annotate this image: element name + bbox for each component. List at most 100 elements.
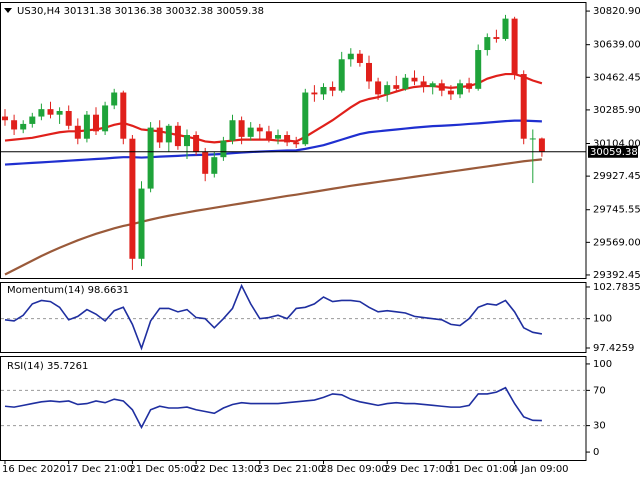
candle-body (511, 18, 518, 75)
candle-body (302, 92, 309, 145)
candle-body (65, 110, 72, 126)
y-tick-label: 100 (593, 359, 612, 370)
candle-body (347, 53, 354, 60)
candle-body (156, 127, 163, 143)
candle-body (256, 127, 263, 132)
candle-body (238, 120, 245, 137)
candle-body (438, 83, 445, 91)
candle-body (284, 135, 291, 143)
candle-body (293, 142, 300, 145)
x-tick-label: 21 Dec 05:00 (129, 464, 196, 475)
candle-body (375, 81, 382, 95)
menu-arrow (4, 8, 12, 13)
candle-body (520, 74, 527, 139)
candle-body (356, 53, 363, 63)
candle-body (220, 140, 227, 158)
candle-body (466, 83, 473, 89)
candle-body (83, 114, 90, 139)
candle-body (229, 120, 236, 141)
chart-header: US30,H4 30131.38 30136.38 30032.38 30059… (17, 6, 264, 17)
candle-body (338, 59, 345, 91)
candle-body (393, 85, 400, 89)
current-price-box (588, 145, 638, 158)
candle-body (147, 127, 154, 189)
candle-body (29, 116, 36, 124)
candle-body (493, 37, 500, 39)
candle-body (120, 92, 127, 139)
candle-body (247, 127, 254, 137)
y-tick-label: 30104.00 (593, 139, 640, 150)
candle-body (102, 105, 109, 132)
rsi-title: RSI(14) 35.7261 (7, 361, 88, 372)
candle-body (429, 83, 436, 87)
y-tick-label: 29745.55 (593, 205, 640, 216)
candle-body (320, 86, 327, 95)
y-tick-label: 30820.90 (593, 6, 640, 17)
y-tick-label: 30285.90 (593, 105, 640, 116)
candle-body (47, 109, 54, 115)
x-tick-label: 23 Dec 21:00 (257, 464, 324, 475)
y-tick-label: 70 (593, 385, 606, 396)
candle-body (457, 83, 463, 95)
y-tick-label: 0 (593, 447, 599, 458)
candle-body (2, 116, 8, 121)
y-tick-label: 100 (593, 314, 612, 325)
x-tick-label: 16 Dec 2020 (2, 464, 66, 475)
y-tick-label: 29569.00 (593, 237, 640, 248)
candle-body (74, 125, 81, 139)
candle-body (20, 123, 27, 130)
y-tick-label: 30639.00 (593, 40, 640, 51)
candle-body (38, 109, 45, 117)
candle-body (184, 135, 190, 147)
x-tick-label: 22 Dec 13:00 (193, 464, 260, 475)
candle-body (402, 77, 409, 89)
indicator-line (4, 283, 543, 351)
momentum-title: Momentum(14) 98.6631 (7, 285, 129, 296)
candle-body (129, 138, 136, 259)
candle-body (447, 90, 454, 95)
candle-body (329, 86, 336, 91)
candle-body (275, 135, 281, 139)
candle-body (93, 114, 99, 132)
y-tick-label: 29392.45 (593, 270, 640, 281)
candle-body (11, 120, 18, 130)
candle-body (111, 92, 118, 106)
candle-body (138, 188, 145, 259)
candle-body (265, 131, 272, 139)
y-tick-label: 102.7835 (593, 282, 640, 293)
candle-body (56, 110, 63, 115)
y-tick-label: 29927.45 (593, 171, 640, 182)
candle-body (211, 157, 218, 174)
candle-body (411, 77, 418, 82)
candle-body (420, 81, 427, 87)
pane-frame (0, 282, 587, 353)
moving-average (4, 158, 543, 276)
candle-body (202, 151, 209, 174)
y-tick-label: 30 (593, 421, 606, 432)
x-tick-label: 31 Dec 01:00 (448, 464, 515, 475)
y-tick-label: 97.4259 (593, 343, 634, 354)
candle-body (484, 37, 491, 51)
candle-body (174, 125, 181, 147)
x-tick-label: 29 Dec 17:00 (384, 464, 451, 475)
indicator-line (4, 386, 542, 430)
candle-body (384, 85, 391, 95)
candle-body (366, 62, 372, 82)
candle-body (538, 138, 545, 152)
moving-average (4, 119, 542, 166)
candle-body (502, 18, 509, 39)
pane-frame (0, 2, 587, 279)
candle-body (475, 50, 482, 89)
x-tick-label: 28 Dec 09:00 (321, 464, 388, 475)
pane-frame (0, 356, 587, 461)
y-tick-label: 30462.45 (593, 72, 640, 83)
candle-body (529, 138, 536, 140)
x-tick-label: 4 Jan 09:00 (512, 464, 569, 475)
candle-body (165, 125, 172, 143)
current-price-label: 30059.38 (590, 147, 638, 158)
candle-body (193, 135, 200, 152)
x-tick-label: 17 Dec 21:00 (66, 464, 133, 475)
candle-body (311, 92, 318, 95)
